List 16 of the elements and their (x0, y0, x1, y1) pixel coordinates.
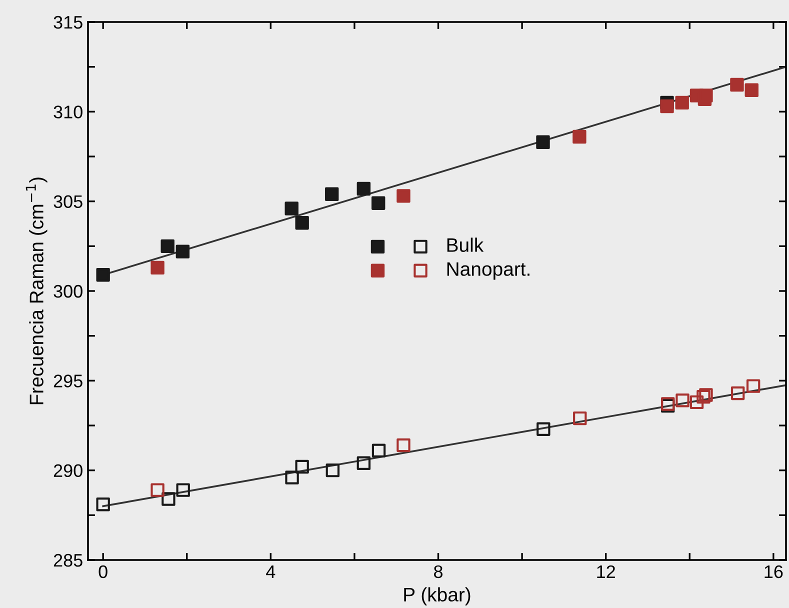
y-tick-label: 315 (54, 16, 82, 29)
x-tick-label: 4 (266, 566, 276, 578)
x-tick-label: 16 (764, 565, 783, 578)
x-tick-label: 0 (98, 565, 108, 578)
x-tick-label: 12 (597, 565, 615, 578)
legend-label: Bulk (447, 238, 484, 252)
y-tick-label: 305 (54, 195, 82, 208)
y-tick-label: 300 (54, 284, 82, 298)
legend-label: Nanopart. (447, 262, 530, 280)
y-axis-title: Frecuencia Raman (cm$^{−1}$) (26, 178, 48, 404)
x-axis-title: P (kbar) (404, 587, 470, 606)
x-tick-label: 8 (434, 565, 442, 578)
y-tick-label: 290 (54, 464, 82, 478)
y-tick-label: 295 (54, 374, 82, 388)
y-tick-label: 310 (54, 106, 82, 118)
y-tick-label: 285 (54, 554, 82, 567)
